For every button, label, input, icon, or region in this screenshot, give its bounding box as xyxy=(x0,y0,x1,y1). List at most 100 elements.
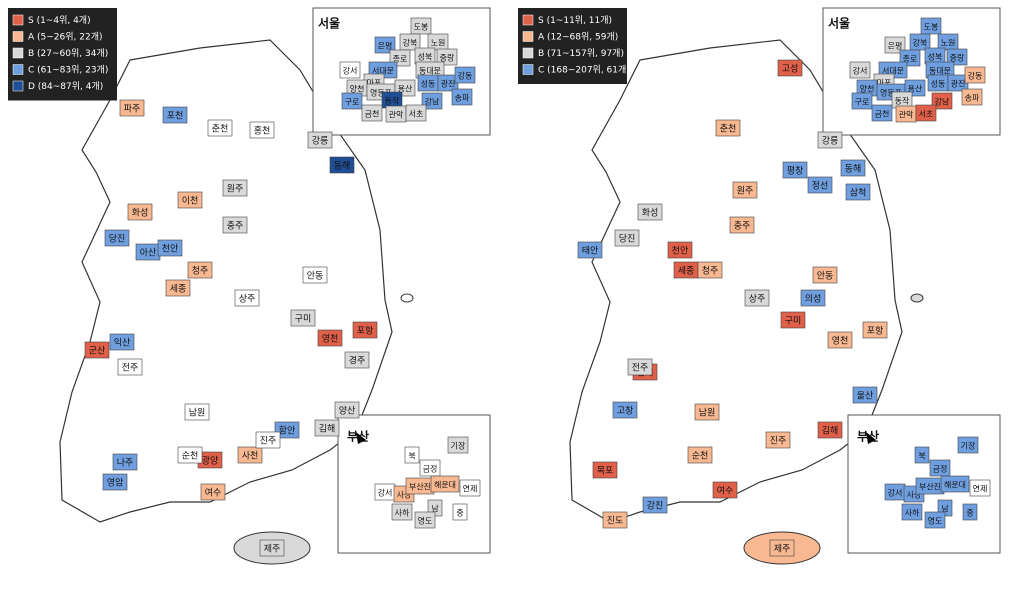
region xyxy=(862,321,888,339)
region-label: 송파 xyxy=(455,94,470,103)
region-label: 울산 xyxy=(857,391,874,402)
region-label: 세종 xyxy=(170,284,187,295)
region xyxy=(314,419,340,437)
region-label: 서대문 xyxy=(882,67,904,76)
region xyxy=(404,446,420,464)
region xyxy=(627,358,653,376)
region-label: 기장 xyxy=(451,441,466,451)
region-label: 당진 xyxy=(109,234,126,245)
region xyxy=(920,17,942,35)
region xyxy=(334,401,360,419)
region xyxy=(729,216,755,234)
region-label: 해운대 xyxy=(944,480,966,490)
region-label: 사하 xyxy=(395,508,410,518)
region xyxy=(715,119,741,137)
region-label: 노원 xyxy=(431,39,446,48)
legend-swatch xyxy=(522,47,534,59)
busan-title: 부산 xyxy=(347,429,369,444)
region-label: 강동 xyxy=(458,71,473,81)
region xyxy=(780,311,806,329)
region-label: 남원 xyxy=(699,408,716,419)
legend-swatch xyxy=(522,14,534,26)
land xyxy=(569,39,903,523)
region-label: 태안 xyxy=(582,246,599,257)
region xyxy=(361,104,383,122)
region-label: 중랑 xyxy=(440,53,455,63)
region-label: 성동 xyxy=(421,80,436,89)
region xyxy=(577,241,603,259)
region xyxy=(447,436,469,454)
region xyxy=(184,403,210,421)
region-label: 강릉 xyxy=(822,136,839,147)
region xyxy=(117,358,143,376)
region-label: 군산 xyxy=(89,346,106,357)
region-label: 영도 xyxy=(928,516,943,526)
region xyxy=(290,309,316,327)
region xyxy=(421,92,443,110)
region xyxy=(341,92,363,110)
region-label: 화성 xyxy=(132,208,149,219)
region xyxy=(454,66,476,84)
region-label: 충주 xyxy=(227,221,244,232)
region xyxy=(849,61,871,79)
legend: S (1~11위, 11개) A (12~68위, 59개) B (71~157위,… xyxy=(518,8,630,84)
region-label: 여수 xyxy=(717,485,734,497)
region xyxy=(697,261,723,279)
legend-label: A (12~68위, 59개) xyxy=(538,32,618,43)
region-label: 동해 xyxy=(845,164,862,175)
region-label: 강서 xyxy=(343,66,358,76)
region-label: 구미 xyxy=(785,316,802,327)
busan-pointer xyxy=(866,432,876,444)
region xyxy=(177,191,203,209)
region-label: 원주 xyxy=(227,184,244,195)
region xyxy=(637,203,663,221)
region-label: 전주 xyxy=(632,363,649,374)
region-label: 아산 xyxy=(140,248,157,259)
region-label: 포천 xyxy=(167,111,184,122)
region xyxy=(391,503,413,521)
region-label: 사상 xyxy=(907,490,922,500)
region-label: 고성 xyxy=(782,64,799,75)
region-label: 서초 xyxy=(409,110,424,119)
region-label: 영천 xyxy=(832,336,849,347)
region xyxy=(102,473,128,491)
region-label: 남 xyxy=(941,505,949,514)
region-label: 진주 xyxy=(770,436,787,447)
region xyxy=(946,48,968,66)
region-label: 남 xyxy=(431,505,439,514)
region-label: 노원 xyxy=(941,39,956,48)
region-label: 성북 xyxy=(928,53,943,62)
region xyxy=(964,66,986,84)
legend-label: B (27~60위, 34개) xyxy=(28,48,108,59)
region-label: 연제 xyxy=(463,485,478,494)
legend-label: B (71~157위, 97개) xyxy=(538,48,624,59)
region xyxy=(602,511,628,529)
region-label: 익산 xyxy=(114,337,131,349)
region-label: 관악 xyxy=(389,110,404,120)
region xyxy=(687,446,713,464)
region xyxy=(249,121,275,139)
region-label: 제주 xyxy=(264,544,281,555)
region-label: 연제 xyxy=(973,485,988,494)
region xyxy=(961,88,983,106)
region-label: 천안 xyxy=(672,246,689,257)
region xyxy=(827,331,853,349)
region xyxy=(104,229,130,247)
region xyxy=(845,183,871,201)
region-label: 용산 xyxy=(908,84,923,94)
region xyxy=(667,241,693,259)
region-label: 구미 xyxy=(295,314,312,325)
region xyxy=(162,106,188,124)
region xyxy=(374,36,396,54)
region xyxy=(712,481,738,499)
region-label: 영등포 xyxy=(370,88,392,98)
region-label: 남원 xyxy=(189,408,206,419)
region xyxy=(807,176,833,194)
region xyxy=(451,88,473,106)
map-left: S (1~4위, 4개) A (5~26위, 22개) B (27~60위, 34개… xyxy=(8,7,491,565)
region xyxy=(119,99,145,117)
region-label: 진도 xyxy=(607,516,624,527)
region-label: 용산 xyxy=(398,84,413,94)
region xyxy=(962,503,978,521)
